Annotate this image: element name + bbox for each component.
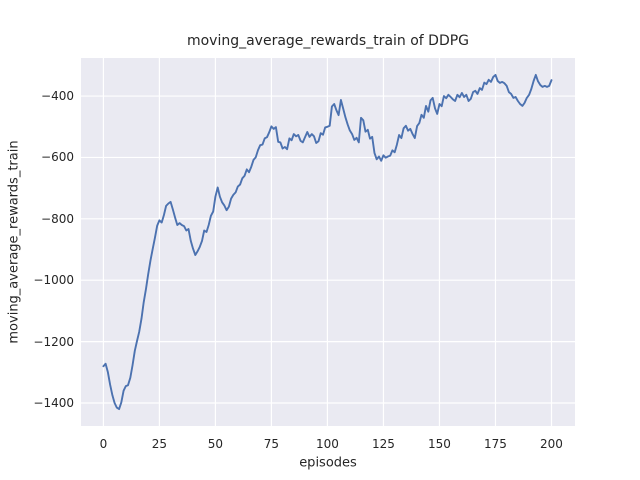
x-tick-label: 150 (428, 437, 451, 451)
y-tick-label: −600 (41, 150, 74, 165)
x-tick-label: 50 (207, 437, 224, 451)
chart-title: moving_average_rewards_train of DDPG (186, 33, 470, 49)
x-axis-label: episodes (299, 455, 357, 471)
y-tick-label: −800 (41, 211, 74, 226)
x-tick-label: 25 (151, 437, 168, 451)
x-tick-label: 100 (315, 437, 339, 451)
y-tick-label: −1000 (33, 273, 74, 288)
x-tick-label: 75 (263, 437, 280, 451)
y-tick-label: −1200 (33, 334, 74, 349)
x-tick-label: 125 (371, 437, 395, 451)
x-tick-label: 200 (540, 437, 563, 451)
y-tick-label: −400 (41, 89, 74, 104)
x-tick-label: 175 (484, 437, 507, 451)
data-line (102, 73, 553, 411)
y-axis-label: moving_average_rewards_train (6, 140, 22, 344)
y-tick-label: −1400 (33, 395, 74, 410)
x-tick-label: 0 (99, 437, 108, 451)
